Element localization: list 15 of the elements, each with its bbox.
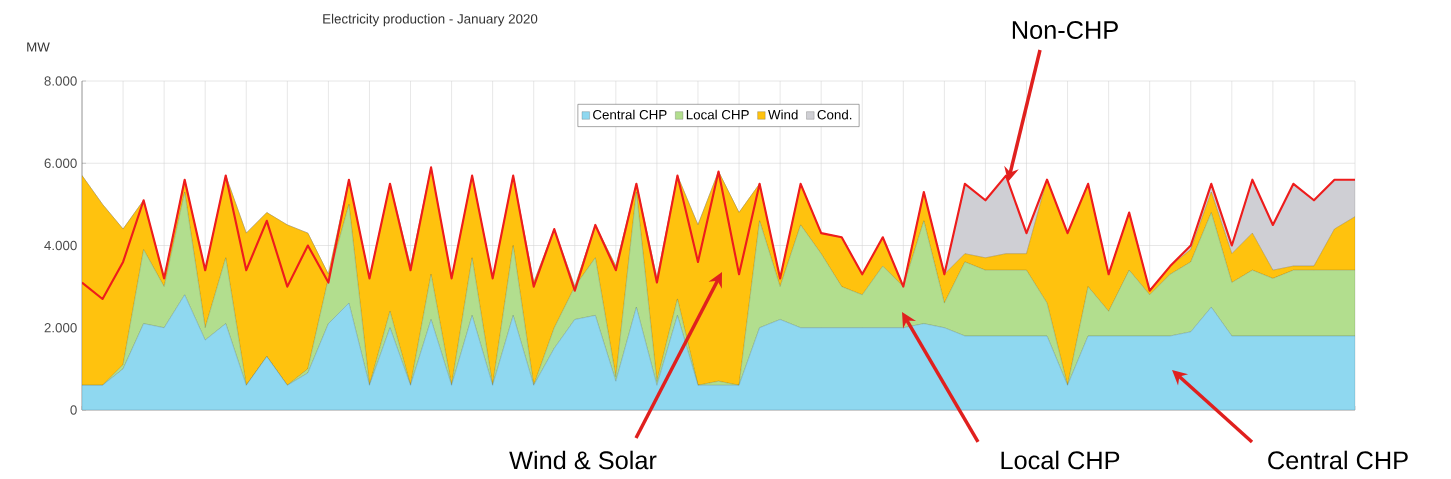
text: Non-CHP bbox=[1012, 21, 1118, 39]
legend-label: Cond. bbox=[817, 109, 852, 120]
legend-label: Local CHP bbox=[686, 109, 749, 120]
text: Wind & Solar bbox=[509, 450, 657, 470]
legend-label: Central CHP bbox=[593, 109, 667, 120]
y-tick-label: 2.000 bbox=[44, 323, 77, 333]
chart-title: Electricity production - January 2020 bbox=[323, 13, 538, 27]
text: Local CHP bbox=[1001, 450, 1120, 470]
y-tick-label: 8.000 bbox=[44, 76, 77, 86]
text: Central CHP bbox=[1268, 450, 1408, 470]
y-axis-title: MW bbox=[27, 42, 50, 52]
legend-label: Wind bbox=[768, 109, 798, 120]
y-tick-label: 6.000 bbox=[44, 158, 77, 168]
y-tick-label: 4.000 bbox=[44, 240, 77, 251]
y-tick-label: 0 bbox=[70, 405, 77, 415]
